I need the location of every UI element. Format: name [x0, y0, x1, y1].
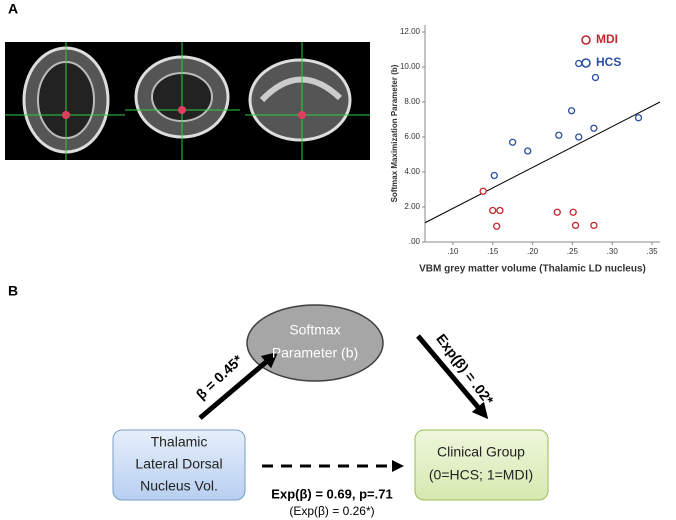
node-text: Thalamic: [151, 434, 208, 450]
point: [575, 59, 583, 68]
point: [590, 221, 598, 230]
y-tick-label: 4.00: [404, 167, 420, 176]
panel-label: A: [8, 1, 18, 17]
point: [524, 147, 532, 155]
point: [496, 206, 504, 215]
point: [555, 131, 563, 139]
legend-label: MDI: [596, 32, 618, 46]
legend-marker: [581, 58, 591, 68]
legend-label: HCS: [596, 55, 621, 69]
y-tick-label: 2.00: [404, 202, 420, 211]
x-tick-label: .20: [527, 247, 539, 256]
point: [493, 222, 501, 230]
edge-label: β = 0.45*: [193, 351, 246, 402]
node-text: Lateral Dorsal: [135, 456, 222, 472]
point: [571, 221, 580, 230]
brain-images: [5, 42, 370, 160]
y-tick-label: 12.00: [400, 27, 421, 36]
point: [490, 171, 498, 180]
edge-sublabel: (Exp(β) = 0.26*): [289, 504, 374, 518]
point: [569, 208, 577, 216]
edge-label: Exp(β) = .02*: [433, 331, 497, 408]
x-axis-label: VBM grey matter volume (Thalamic LD nucl…: [419, 264, 646, 275]
point: [567, 107, 576, 115]
roi: [62, 111, 70, 119]
point: [590, 124, 598, 132]
y-tick-label: 8.00: [404, 97, 420, 106]
point: [634, 114, 643, 122]
node-text: Nucleus Vol.: [140, 478, 218, 494]
x-tick-label: .15: [487, 247, 499, 256]
point: [575, 133, 583, 141]
point: [489, 206, 497, 215]
y-axis-label: Softmax Maximization Parameter (b): [390, 64, 399, 202]
legend-marker: [581, 35, 591, 45]
node-text: Clinical Group: [437, 444, 525, 460]
x-tick-label: .10: [447, 247, 459, 256]
brain-detail: [259, 76, 343, 103]
y-tick-label: 10.00: [400, 62, 421, 71]
x-tick-label: .30: [607, 247, 619, 256]
y-tick-label: 6.00: [404, 132, 420, 141]
point: [591, 73, 600, 82]
path-diagram: Softmax Parameter (b) Thalamic Lateral D…: [112, 304, 549, 518]
node-text: Parameter (b): [272, 345, 358, 361]
roi: [298, 111, 306, 119]
arrow: [198, 351, 279, 420]
node-clinical: [414, 429, 549, 501]
node-text: Softmax: [289, 322, 340, 338]
node-text: (0=HCS; 1=MDI): [429, 467, 533, 483]
point: [508, 138, 517, 146]
brain-sagittal: [248, 58, 352, 142]
point: [479, 187, 487, 195]
y-tick-label: .00: [409, 237, 421, 246]
x-tick-label: .35: [646, 247, 658, 256]
node-thalamic: [112, 429, 246, 501]
x-tick-label: .25: [567, 247, 579, 256]
point: [553, 208, 561, 216]
roi: [178, 106, 186, 114]
fit-line: [424, 101, 661, 224]
node-softmax: [246, 304, 384, 382]
arrow: [416, 334, 489, 420]
panel-label: B: [8, 283, 18, 299]
edge-label: Exp(β) = 0.69, p=.71: [271, 486, 392, 501]
